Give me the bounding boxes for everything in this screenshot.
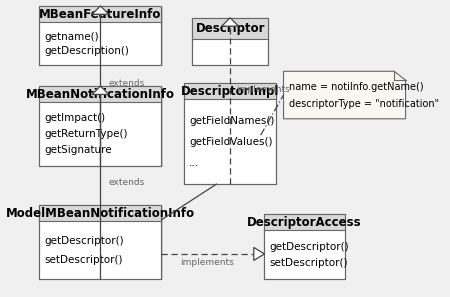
Text: setDescriptor(): setDescriptor()	[269, 258, 347, 268]
FancyBboxPatch shape	[40, 206, 162, 280]
FancyBboxPatch shape	[40, 6, 162, 65]
Polygon shape	[92, 6, 109, 14]
Polygon shape	[284, 71, 405, 119]
Polygon shape	[222, 18, 238, 26]
Text: Descriptor: Descriptor	[195, 22, 265, 35]
Text: getDescription(): getDescription()	[44, 46, 129, 56]
Text: extends: extends	[108, 79, 144, 88]
Text: getname(): getname()	[44, 31, 99, 42]
Polygon shape	[254, 247, 265, 260]
FancyBboxPatch shape	[40, 6, 162, 22]
FancyBboxPatch shape	[265, 214, 345, 230]
FancyBboxPatch shape	[184, 83, 276, 184]
Text: getFieldValues(): getFieldValues()	[189, 137, 272, 147]
Text: getDescriptor(): getDescriptor()	[269, 241, 349, 252]
Text: getFieldNames(): getFieldNames()	[189, 116, 274, 126]
Text: ModelMBeanNotificationInfo: ModelMBeanNotificationInfo	[6, 207, 195, 219]
Text: getDescriptor(): getDescriptor()	[44, 236, 124, 246]
FancyBboxPatch shape	[266, 215, 346, 280]
Text: implements: implements	[236, 85, 290, 94]
Text: setDescriptor(): setDescriptor()	[44, 255, 122, 265]
FancyBboxPatch shape	[193, 19, 270, 66]
Text: name = notiInfo.getName(): name = notiInfo.getName()	[289, 82, 424, 92]
Text: implements: implements	[180, 258, 234, 267]
FancyBboxPatch shape	[192, 18, 268, 65]
FancyBboxPatch shape	[40, 87, 162, 167]
Text: extends: extends	[108, 178, 144, 187]
FancyBboxPatch shape	[40, 86, 162, 166]
FancyBboxPatch shape	[40, 86, 162, 102]
FancyBboxPatch shape	[192, 18, 268, 39]
Text: DescriptorAccess: DescriptorAccess	[247, 216, 362, 228]
FancyBboxPatch shape	[184, 83, 276, 99]
Text: ...: ...	[189, 158, 199, 168]
Text: MBeanFeatureInfo: MBeanFeatureInfo	[39, 8, 162, 20]
Polygon shape	[92, 86, 109, 94]
FancyBboxPatch shape	[185, 84, 277, 185]
Text: descriptorType = "notification": descriptorType = "notification"	[289, 99, 439, 109]
FancyBboxPatch shape	[265, 214, 345, 279]
Text: getSignature: getSignature	[44, 145, 112, 155]
Text: getImpact(): getImpact()	[44, 113, 105, 124]
Text: MBeanNotificationInfo: MBeanNotificationInfo	[26, 88, 175, 101]
Text: getReturnType(): getReturnType()	[44, 129, 127, 139]
FancyBboxPatch shape	[40, 205, 162, 221]
Text: DescriptorImpl: DescriptorImpl	[181, 85, 279, 98]
FancyBboxPatch shape	[40, 205, 162, 279]
FancyBboxPatch shape	[40, 7, 162, 66]
